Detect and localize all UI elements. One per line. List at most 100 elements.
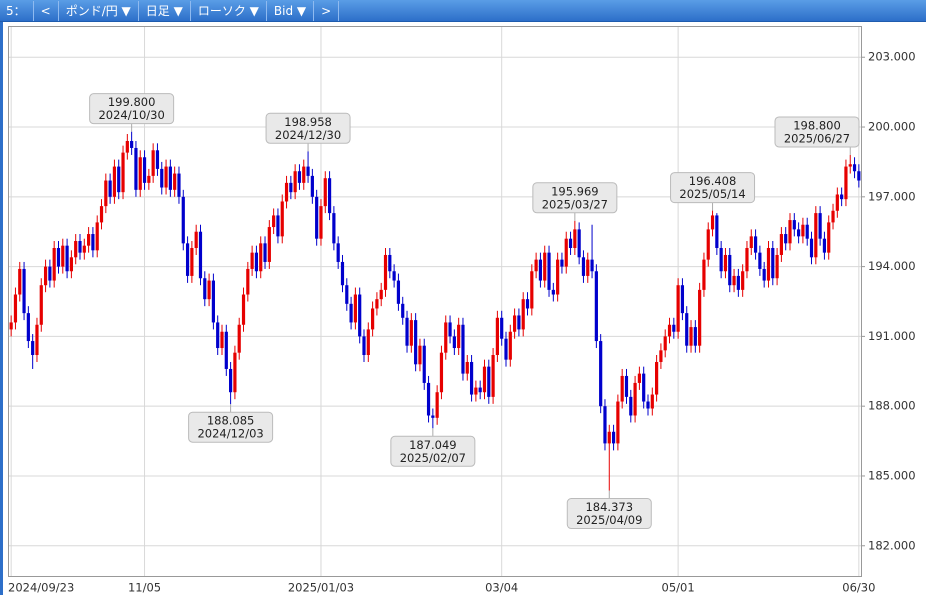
candle-body [758,252,762,269]
candle-body [448,322,452,337]
candle-body [741,271,745,290]
candle-body [831,210,835,223]
candle-body [409,320,413,346]
candle-body [840,194,844,200]
candle-body [719,247,723,272]
candle-body [99,206,104,223]
candle-body [551,289,555,295]
price-dropdown[interactable]: Bid ▼ [267,0,315,21]
candle-body [319,206,323,239]
candle-body [362,336,366,356]
candle-body [211,280,215,323]
callout-box [566,498,652,530]
candle-body [779,234,783,255]
candle-body [31,341,35,356]
candle-body [715,215,719,248]
candle-body [848,164,852,167]
candle-body [633,382,637,416]
candle-body [698,289,702,346]
callout-box [532,182,618,214]
y-tick-label: 197.000 [868,189,916,203]
candle-body [680,285,685,314]
candle-body [233,352,237,393]
frame-edge [0,22,3,595]
callout-value: 199.800 [108,95,156,109]
candle-body [61,245,65,267]
candle-body [39,285,43,325]
candle-body [616,401,620,444]
candle-body [142,157,147,183]
candle-body [263,243,267,262]
candle-body [784,234,788,244]
candle-body [87,234,91,246]
candle-body [663,336,667,351]
candle-body [728,254,732,286]
candle-body [332,213,336,244]
candle-body [401,303,405,318]
candle-body [723,254,728,272]
candle-body [121,152,125,193]
candle-body [396,280,401,304]
candle-body [56,247,61,267]
candle-body [809,238,814,258]
candle-body [43,266,48,286]
chart-type-dropdown[interactable]: ローソク ▼ [191,0,267,21]
candle-body [246,268,250,295]
candle-body [797,229,801,237]
candle-body [95,222,99,251]
candle-body [766,247,771,281]
candle-body [160,168,164,188]
candle-body [216,322,220,349]
candle-body [371,308,375,330]
y-tick-label: 185.000 [868,468,916,482]
candle-body [194,231,198,248]
candle-body [474,387,478,395]
candle-body [482,366,487,393]
y-tick-label: 182.000 [868,538,916,552]
candle-body [706,229,710,260]
candle-body [293,171,297,193]
x-tick-label: 2024/09/23 [8,581,74,595]
candle-body [702,259,706,290]
candle-body [745,247,749,272]
candle-body [521,299,525,330]
candle-body [306,166,310,176]
candle-body [147,175,151,183]
candle-body [173,173,177,190]
callout-date: 2024/12/03 [197,427,263,441]
callout-date: 2024/12/30 [275,128,341,142]
prev-button[interactable]: < [34,0,59,21]
candle-body [267,227,271,262]
toolbar: 5： < ポンド/円 ▼ 日足 ▼ ローソク ▼ Bid ▼ > [0,0,926,22]
candle-body [207,280,211,300]
callout-value: 198.958 [284,115,332,129]
candle-body [857,171,861,181]
period-dropdown[interactable]: 日足 ▼ [139,0,191,21]
candle-body [814,213,818,258]
candle-body [276,215,280,237]
candle-body [590,259,594,272]
candle-body [818,213,822,239]
candle-body [465,361,469,374]
symbol-dropdown[interactable]: ポンド/円 ▼ [59,0,139,21]
callout-box [188,411,274,443]
candle-body [603,406,607,444]
candle-body [435,392,439,418]
callout-date: 2025/03/27 [542,197,608,211]
candle-body [710,215,715,230]
x-tick-label: 11/05 [128,581,161,595]
next-button[interactable]: > [314,0,340,21]
candle-body [310,175,314,197]
candle-body [672,324,676,332]
candle-body [753,236,758,253]
x-tick-label: 05/01 [662,581,695,595]
candle-body [852,164,857,172]
candle-body [620,375,624,402]
candle-body [650,394,654,409]
candle-body [594,271,598,342]
candle-body [65,245,69,272]
